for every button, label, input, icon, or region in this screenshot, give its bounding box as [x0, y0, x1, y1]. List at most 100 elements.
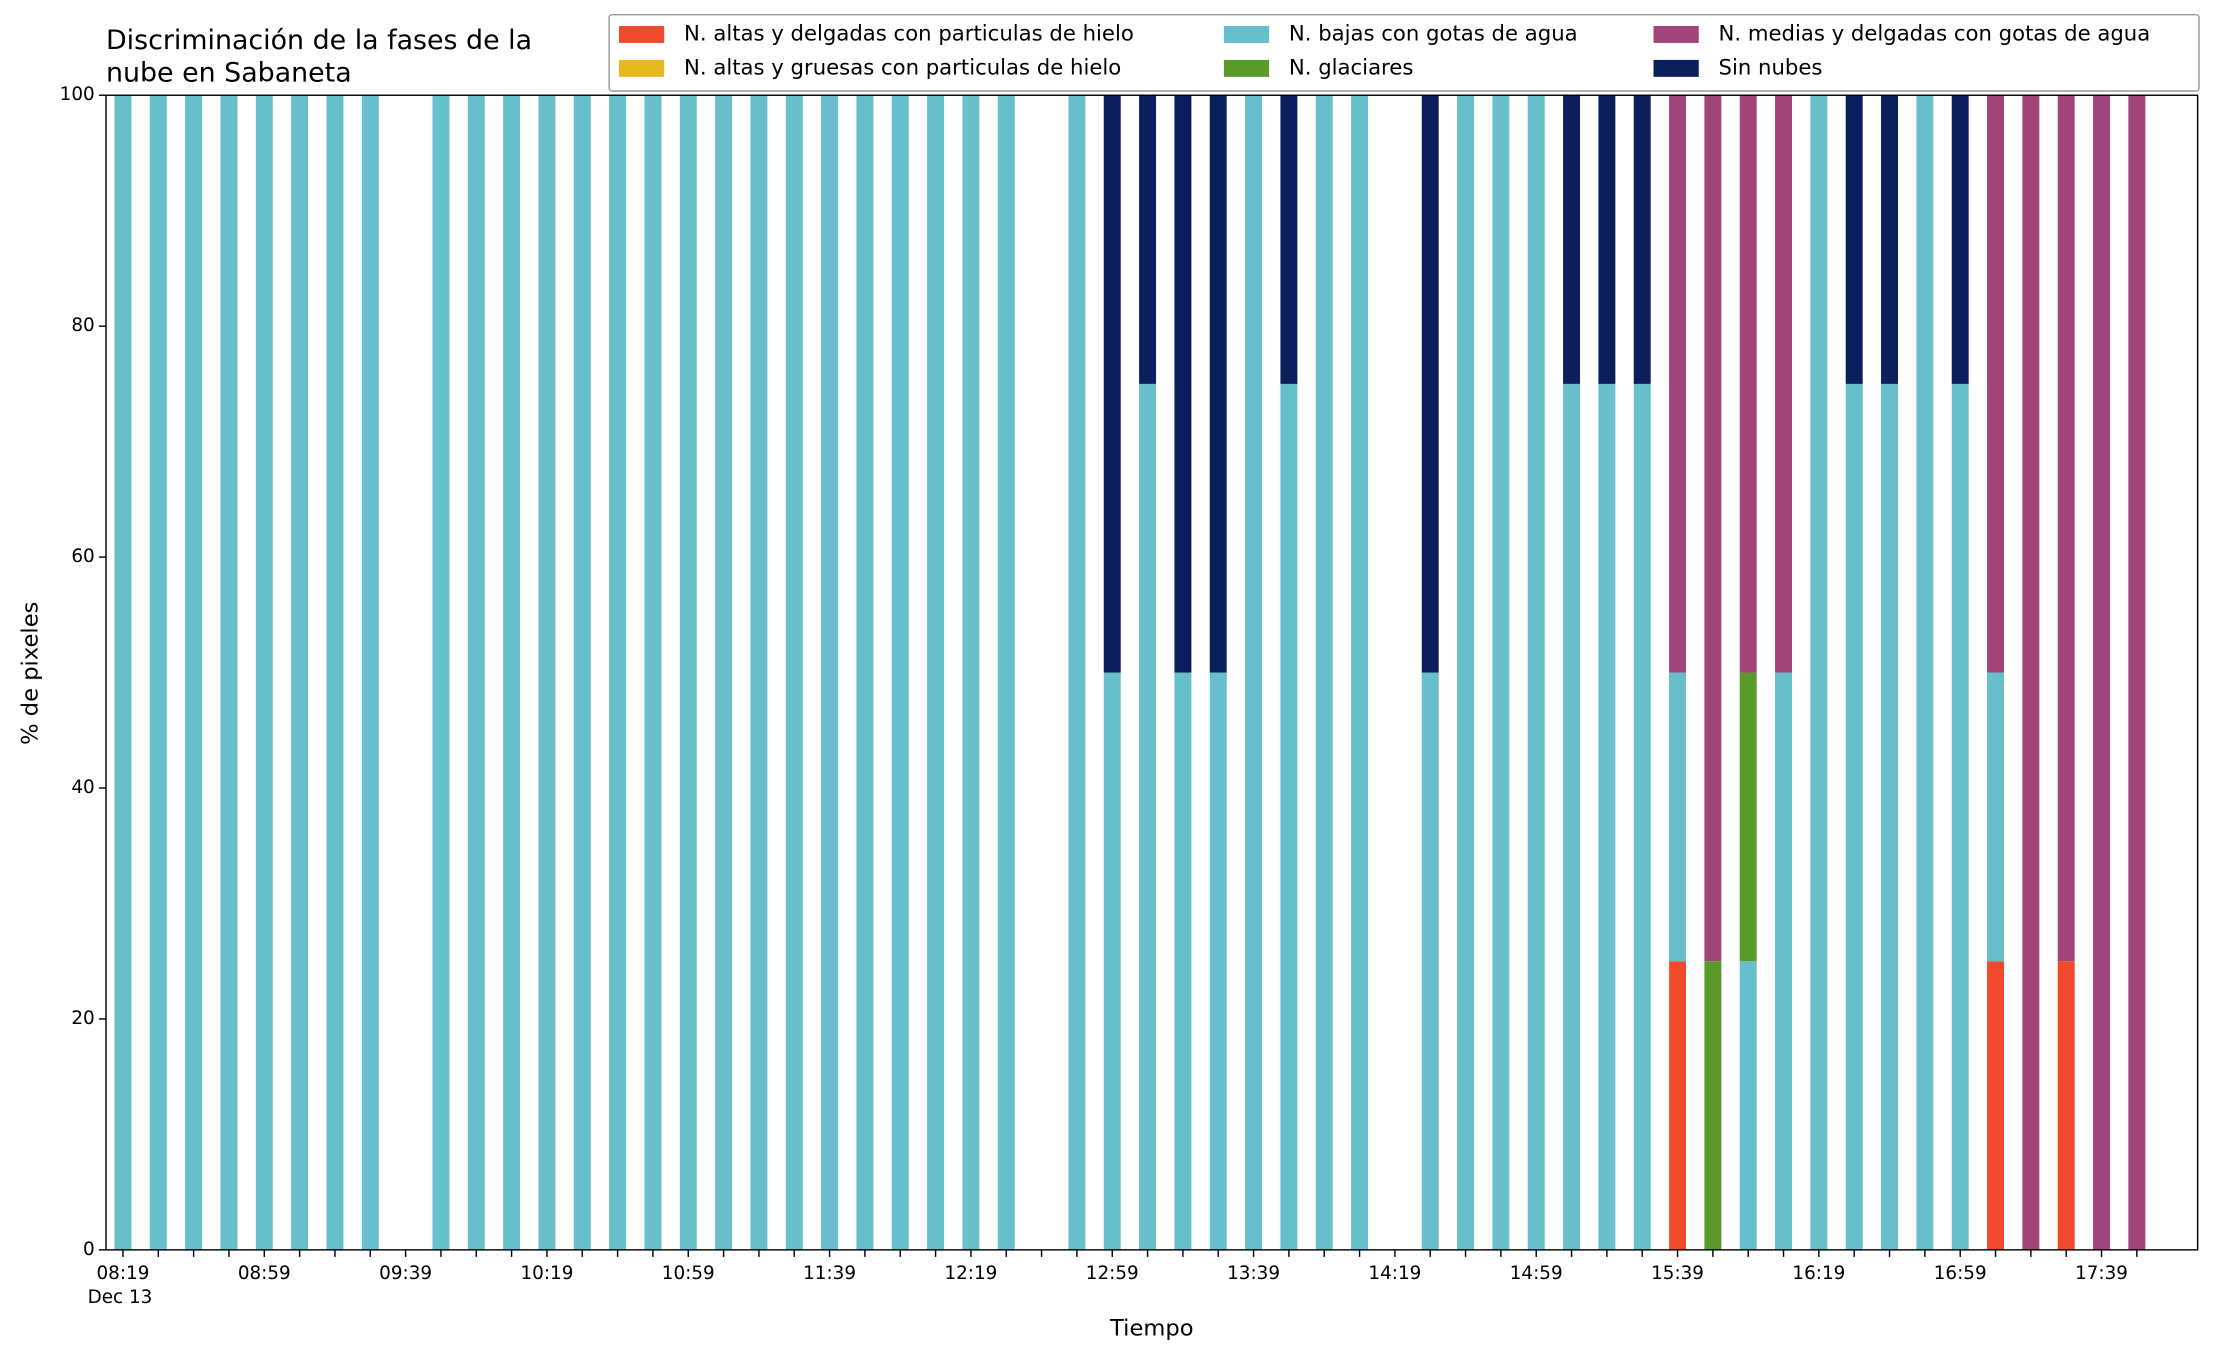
bar-segment [1987, 95, 2005, 673]
y-axis-label: % de pixeles [18, 602, 44, 745]
bar-segment [2022, 95, 2040, 1250]
bar-segment [1775, 95, 1793, 673]
bar-segment [432, 95, 450, 1250]
bar-segment [220, 95, 238, 1250]
bar-segment [1739, 961, 1757, 1250]
bar-segment [1280, 95, 1298, 384]
bar-segment [1951, 383, 1969, 1250]
bar-segment [1174, 672, 1192, 1250]
bar-segment [573, 95, 591, 1250]
bar-segment [891, 95, 909, 1250]
bar-segment [1492, 95, 1510, 1250]
bar-segment [1174, 95, 1192, 673]
y-tick-label: 0 [83, 1239, 95, 1260]
bar-segment [1209, 95, 1227, 673]
legend-swatch [619, 59, 665, 77]
bar-segment [1315, 95, 1333, 1250]
bar-segment [1633, 95, 1651, 384]
bar-segment [1563, 383, 1581, 1250]
bar-segment [1704, 95, 1722, 962]
legend-swatch [1223, 25, 1270, 43]
x-date-label: Dec 13 [88, 1287, 153, 1308]
legend-label: N. bajas con gotas de agua [1289, 20, 1578, 45]
y-tick-label: 100 [60, 84, 95, 105]
x-tick-label: 12:19 [944, 1263, 997, 1284]
plot-frame [105, 94, 2199, 1251]
chart-title: Discriminación de la fases de la [106, 25, 532, 56]
legend-label: Sin nubes [1719, 54, 1823, 79]
bar-segment [997, 95, 1015, 1250]
bar-segment [2093, 95, 2111, 1250]
bar-segment [149, 95, 167, 1250]
bar-segment [1245, 95, 1263, 1250]
bar-segment [1669, 672, 1687, 962]
x-tick-label: 14:59 [1510, 1263, 1563, 1284]
bar-segment [644, 95, 662, 1250]
bar-segment [326, 95, 344, 1250]
legend-swatch [1653, 59, 1699, 77]
bar-segment [1633, 383, 1651, 1250]
x-tick-label: 08:59 [238, 1263, 291, 1284]
y-tick-label: 60 [71, 546, 94, 567]
bar-segment [1421, 672, 1439, 1250]
x-tick-label: 08:19 [96, 1263, 149, 1284]
legend-swatch [1653, 25, 1699, 43]
bar-segment [1987, 961, 2005, 1250]
x-tick-label: 13:39 [1227, 1263, 1280, 1284]
bar-segment [1421, 95, 1439, 673]
legend-box [608, 13, 2200, 92]
bar-segment [962, 95, 980, 1250]
bar-segment [2057, 961, 2075, 1250]
bar-segment [1845, 383, 1863, 1250]
x-tick-label: 12:59 [1086, 1263, 1139, 1284]
x-tick-label: 14:19 [1368, 1263, 1421, 1284]
bar-segment [1068, 95, 1086, 1250]
bar-segment [750, 95, 768, 1250]
bar-segment [114, 95, 132, 1250]
x-axis-label: Tiempo [1109, 1316, 1194, 1342]
bar-segment [821, 95, 839, 1250]
bar-segment [1739, 672, 1757, 962]
bar-segment [291, 95, 309, 1250]
bar-segment [1280, 383, 1298, 1250]
bar-segment [679, 95, 697, 1250]
legend-label: N. glaciares [1289, 54, 1413, 79]
bar-segment [538, 95, 556, 1250]
bar-segment [1209, 672, 1227, 1250]
bar-segment [361, 95, 379, 1250]
bar-segment [1881, 383, 1899, 1250]
bar-segment [856, 95, 874, 1250]
legend-label: N. altas y gruesas con particulas de hie… [684, 54, 1121, 79]
bar-segment [1669, 961, 1687, 1250]
legend-swatch [619, 25, 665, 43]
bar-segment [1139, 383, 1157, 1250]
bar-segment [1457, 95, 1475, 1250]
x-tick-label: 11:39 [803, 1263, 856, 1284]
bar-segment [255, 95, 273, 1250]
bar-segment [1139, 95, 1157, 384]
bar-segment [1739, 95, 1757, 673]
legend-swatch [1223, 59, 1270, 77]
legend-label: N. altas y delgadas con particulas de hi… [684, 20, 1134, 45]
bar-segment [1845, 95, 1863, 384]
x-tick-label: 16:19 [1792, 1263, 1845, 1284]
bar-segment [1810, 95, 1828, 1250]
x-tick-label: 10:59 [662, 1263, 715, 1284]
bar-segment [1103, 95, 1121, 673]
bar-segment [1987, 672, 2005, 962]
x-tick-label: 17:39 [2075, 1263, 2128, 1284]
legend-label: N. medias y delgadas con gotas de agua [1719, 20, 2151, 45]
bar-segment [1704, 961, 1722, 1250]
bar-segment [1563, 95, 1581, 384]
bar-segment [1103, 672, 1121, 1250]
bar-segment [1916, 95, 1934, 1250]
bar-segment [503, 95, 521, 1250]
bar-segment [2057, 95, 2075, 962]
chart-title: nube en Sabaneta [106, 58, 352, 89]
bar-segment [715, 95, 733, 1250]
bar-segment [1351, 95, 1369, 1250]
bar-segment [609, 95, 627, 1250]
x-tick-label: 09:39 [379, 1263, 432, 1284]
